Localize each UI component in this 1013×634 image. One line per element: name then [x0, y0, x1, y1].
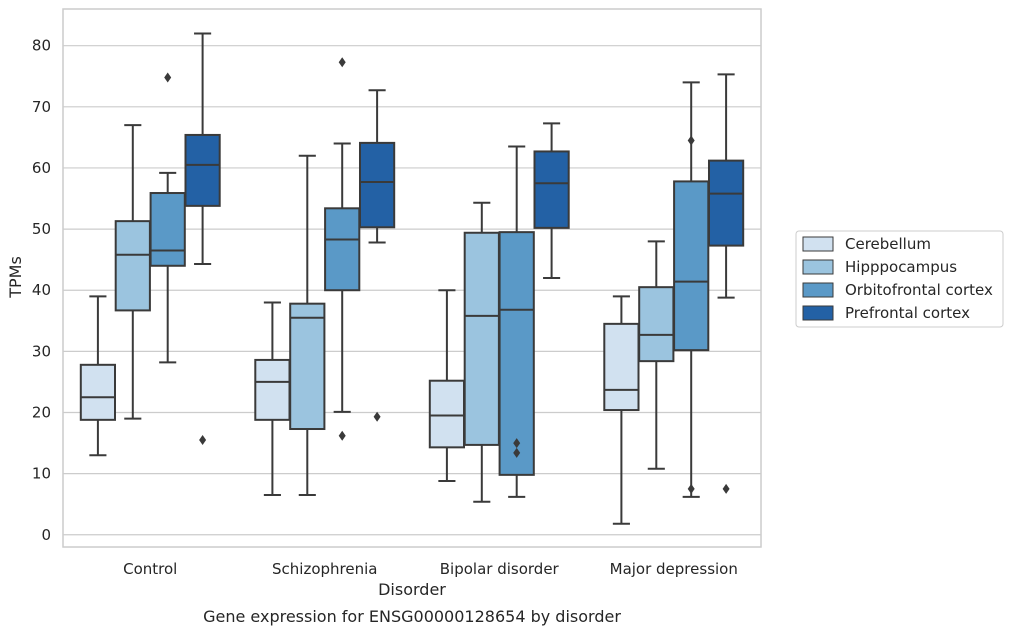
box-body [673, 180, 710, 352]
y-tick-label: 60 [32, 159, 51, 177]
outlier-point [199, 435, 207, 446]
box [707, 73, 745, 494]
series-cerebellum [79, 289, 640, 525]
y-tick-label: 70 [32, 98, 51, 116]
box-body [603, 322, 640, 412]
x-axis-label: Disorder [378, 580, 446, 599]
box-body [358, 141, 396, 229]
box-body [149, 192, 186, 267]
x-tick-label: Bipolar disorder [440, 560, 560, 578]
y-tick-label: 50 [32, 220, 51, 238]
series-orbitofrontal-cortex [149, 57, 710, 498]
box [603, 295, 640, 525]
box-body [707, 159, 745, 247]
legend-label: Prefrontal cortex [845, 304, 970, 322]
plot-frame [62, 8, 762, 548]
x-tick-label: Major depression [610, 560, 738, 578]
box [533, 122, 570, 279]
box-body [114, 220, 151, 312]
box-body [638, 286, 675, 363]
legend: Cerebellum Hipppocampus Orbitofrontal cort… [795, 230, 1004, 328]
box [428, 289, 466, 482]
y-tick-label: 40 [32, 281, 51, 299]
outlier-point [373, 411, 381, 422]
box-body [254, 358, 291, 421]
outlier-point [164, 72, 172, 83]
legend-label: Orbitofrontal cortex [845, 281, 993, 299]
box [638, 240, 675, 470]
box [498, 145, 535, 498]
outlier-point [338, 430, 346, 441]
box [673, 81, 710, 498]
box-body [79, 363, 117, 421]
y-tick-label: 0 [41, 526, 51, 544]
legend-label: Cerebellum [845, 235, 931, 253]
outlier-point [687, 135, 695, 146]
outlier-point [513, 447, 521, 458]
series-hipppocampus [114, 124, 675, 503]
legend-frame [795, 230, 1004, 328]
legend-swatch [802, 282, 834, 298]
x-tick-label: Schizophrenia [272, 560, 377, 578]
box [114, 124, 151, 420]
box [184, 32, 221, 446]
x-tick-labels: Control Schizophrenia Bipolar disorder Majo… [123, 560, 738, 578]
box-body [428, 379, 466, 449]
box-series [79, 32, 745, 525]
legend-label: Hipppocampus [845, 258, 957, 276]
box [149, 72, 186, 364]
box [254, 301, 291, 497]
box-body [324, 207, 361, 292]
box [463, 201, 500, 503]
legend-swatch [802, 305, 834, 321]
y-tick-label: 10 [32, 465, 51, 483]
chart-title: Gene expression for ENSG00000128654 by d… [203, 607, 621, 626]
outlier-point [513, 438, 521, 449]
y-tick-labels: 0 10 20 30 40 50 60 70 80 [32, 37, 51, 544]
box-body [184, 133, 221, 207]
box-body [289, 302, 326, 431]
box [289, 154, 326, 497]
x-tick-label: Control [123, 560, 177, 578]
box-body [533, 150, 570, 229]
legend-swatch [802, 259, 834, 275]
y-axis-label: TPMs [6, 256, 25, 299]
legend-items: Cerebellum Hipppocampus Orbitofrontal cort… [802, 235, 993, 322]
box-body [463, 231, 500, 446]
box [79, 295, 117, 457]
outlier-point [338, 57, 346, 68]
y-tick-label: 20 [32, 404, 51, 422]
box-body [498, 231, 535, 476]
outlier-point [722, 483, 730, 494]
y-tick-label: 80 [32, 37, 51, 55]
y-tick-label: 30 [32, 342, 51, 360]
series-prefrontal-cortex [184, 32, 745, 494]
outlier-point [687, 483, 695, 494]
box [324, 57, 361, 441]
legend-swatch [802, 236, 834, 252]
box [358, 89, 396, 422]
